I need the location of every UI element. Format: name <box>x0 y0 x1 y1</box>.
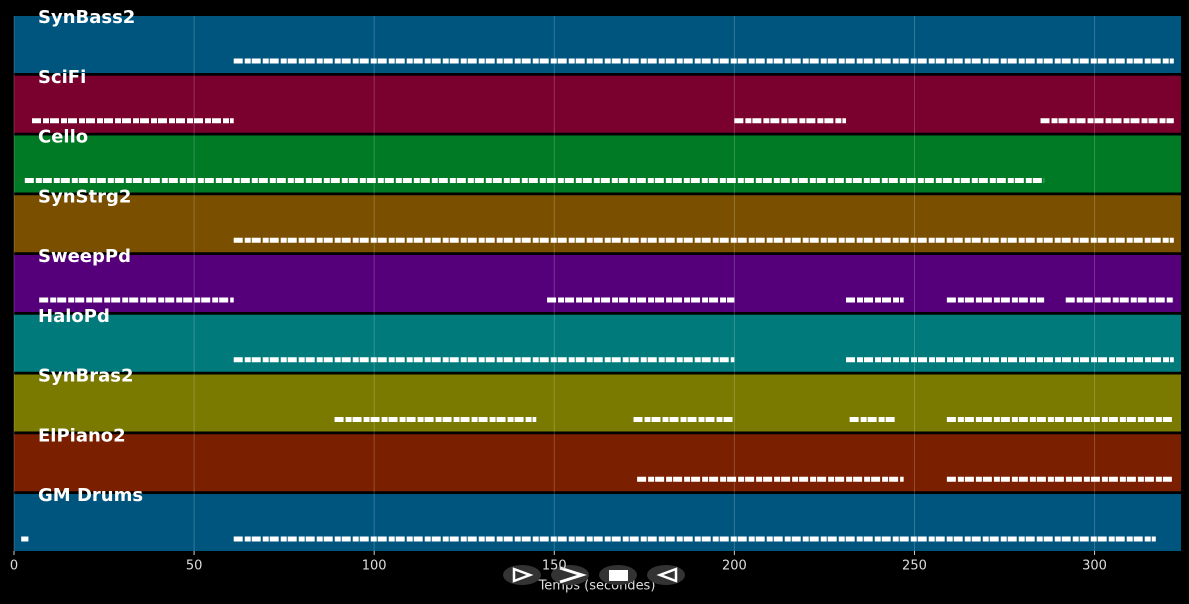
x-tick-label: 150 <box>542 559 567 574</box>
x-tick-label: 50 <box>186 559 203 574</box>
track-background <box>14 75 1181 133</box>
rewind-button[interactable] <box>647 565 685 585</box>
x-tick-label: 100 <box>362 559 387 574</box>
track-background <box>14 195 1181 253</box>
fast-forward-button[interactable] <box>551 565 589 585</box>
track-background <box>14 16 1181 73</box>
track-background <box>14 494 1181 551</box>
track-name: ElPiano2 <box>38 425 126 446</box>
track-name: Cello <box>38 127 88 148</box>
x-tick-label: 0 <box>10 559 18 574</box>
track-name: SynBass2 <box>38 7 135 28</box>
track-name: GM Drums <box>38 485 143 506</box>
x-tick-label: 300 <box>1082 559 1107 574</box>
track-background <box>14 255 1181 312</box>
playback-controls <box>503 565 685 585</box>
track-name: SynStrg2 <box>38 186 131 207</box>
track-background <box>14 314 1181 372</box>
play-button[interactable] <box>503 565 541 585</box>
x-tick-label: 250 <box>902 559 927 574</box>
x-tick-label: 200 <box>722 559 747 574</box>
tracks: SynBass2 SciFi Cello SynStrg2 SweepPd HaloPd S… <box>13 7 1181 551</box>
stop-button[interactable] <box>599 565 637 585</box>
track-background <box>14 135 1181 193</box>
track-name: SciFi <box>38 67 86 88</box>
track-name: SynBras2 <box>38 366 134 387</box>
track-background <box>14 434 1181 492</box>
track-name: SweepPd <box>38 246 131 267</box>
track-background <box>14 374 1181 432</box>
track-name: HaloPd <box>38 306 110 327</box>
